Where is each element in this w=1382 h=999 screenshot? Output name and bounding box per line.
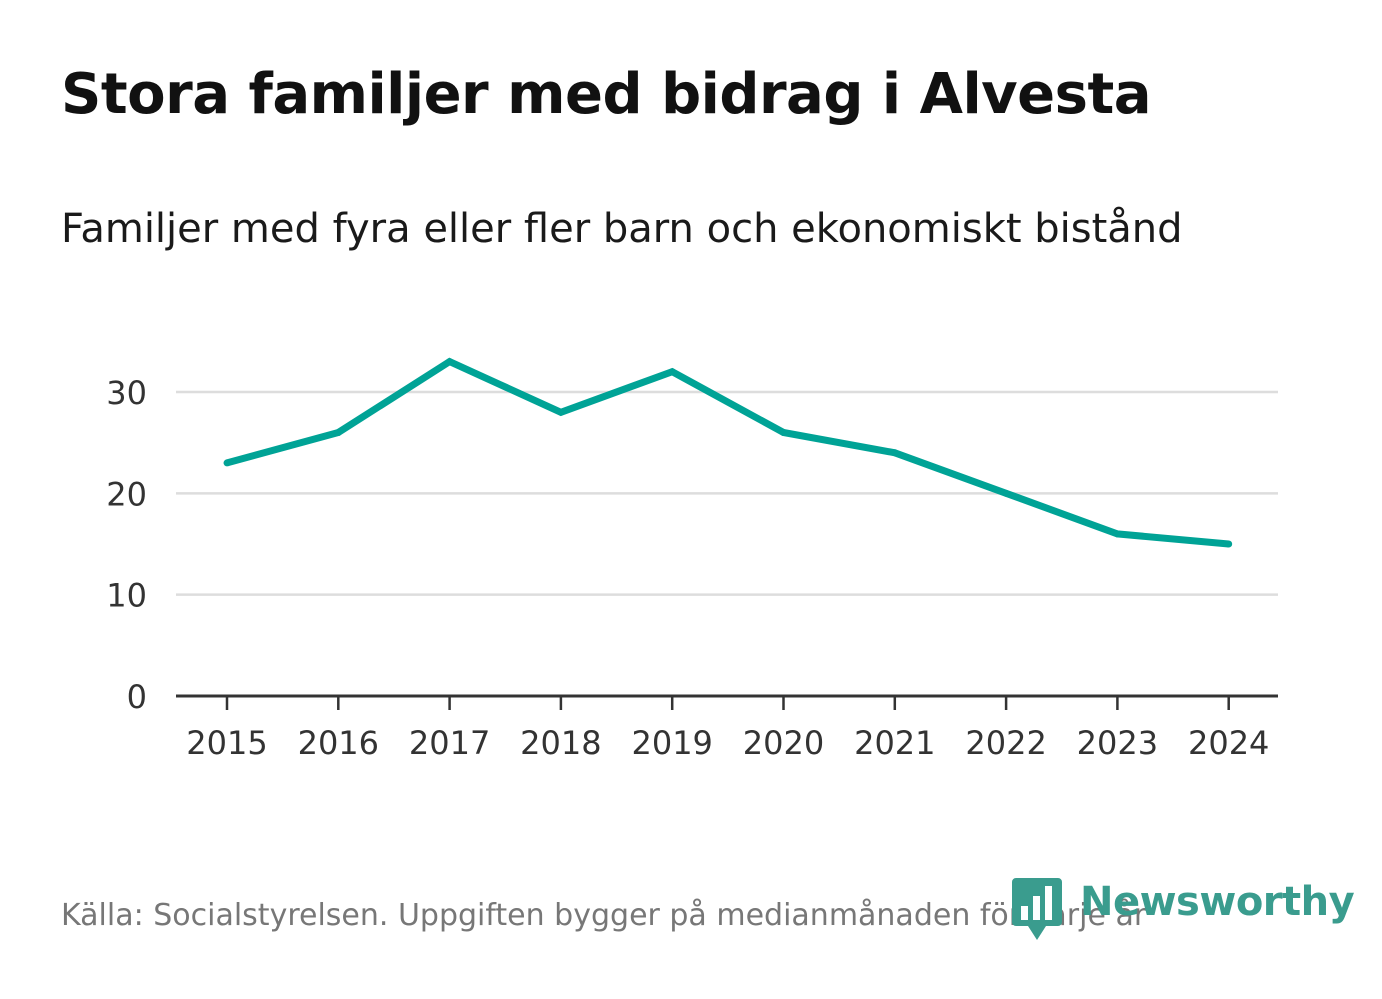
series-layer: [223, 357, 1233, 548]
y-tick-label: 10: [106, 577, 147, 615]
data-point: [891, 449, 899, 457]
x-tick-label: 2021: [854, 724, 935, 762]
chart-title: Stora familjer med bidrag i Alvesta: [61, 62, 1152, 127]
x-axis-ticks: 2015 2016 2017 2018 2019 2020 2021 2022 2023 2024: [186, 696, 1269, 762]
data-point: [1225, 540, 1233, 548]
newsworthy-logo-icon: [1012, 878, 1062, 940]
brand-name: Newsworthy: [1080, 879, 1355, 925]
y-tick-label: 30: [106, 374, 147, 412]
data-point: [334, 429, 342, 437]
data-point: [557, 408, 565, 416]
x-tick-label: 2022: [965, 724, 1046, 762]
data-point: [668, 368, 676, 376]
x-tick-label: 2017: [409, 724, 490, 762]
x-tick-label: 2024: [1188, 724, 1269, 762]
data-point: [223, 459, 231, 467]
data-point: [1113, 530, 1121, 538]
x-tick-label: 2016: [298, 724, 379, 762]
x-tick-label: 2015: [186, 724, 267, 762]
x-tick-label: 2023: [1077, 724, 1158, 762]
x-tick-label: 2019: [631, 724, 712, 762]
chart-subtitle: Familjer med fyra eller fler barn och ek…: [61, 206, 1183, 252]
x-tick-label: 2020: [743, 724, 824, 762]
data-point: [446, 358, 454, 366]
y-tick-label: 20: [106, 475, 147, 513]
series-line-0: [226, 357, 1230, 548]
gridlines: [176, 390, 1278, 596]
data-point: [780, 429, 787, 437]
x-tick-label: 2018: [520, 724, 601, 762]
line-chart: 0 10 20 30 2015 2016 2017 2018 2019 2020 2021 2022…: [106, 357, 1278, 762]
data-point: [1002, 489, 1010, 497]
source-note: Källa: Socialstyrelsen. Uppgiften bygger…: [61, 898, 1147, 933]
brand-logo: Newsworthy: [1012, 878, 1355, 940]
y-tick-label: 0: [127, 678, 147, 716]
y-axis-ticks: 0 10 20 30: [106, 374, 147, 716]
